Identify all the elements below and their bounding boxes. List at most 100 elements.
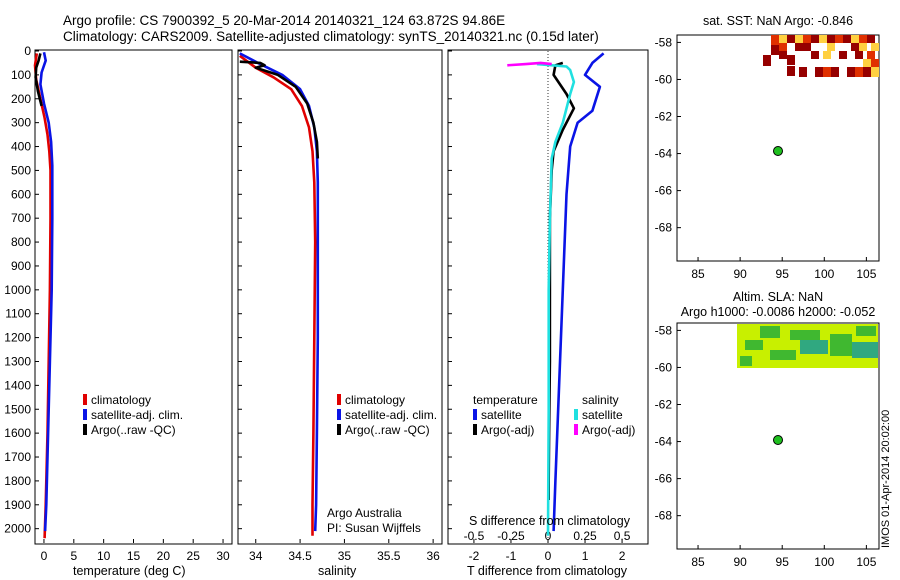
- x-tick-label: -2: [469, 549, 480, 563]
- sst-cell: [827, 43, 835, 51]
- legend-swatch: [574, 424, 578, 435]
- depth-tick-label: 1100: [5, 307, 31, 321]
- sst-cell: [763, 55, 771, 66]
- sst-map-title: sat. SST: NaN Argo: -0.846: [702, 14, 854, 28]
- sst-cell: [867, 35, 875, 43]
- sst-cell: [847, 67, 855, 77]
- x-tick-label: 0: [41, 549, 48, 563]
- depth-tick-label: 1300: [4, 354, 31, 368]
- sla-field: [737, 324, 878, 368]
- sst-cell: [855, 67, 863, 77]
- sst-cell: [823, 67, 831, 77]
- x-tick-label: 25: [187, 549, 201, 563]
- temperature-x-axis: 0 5 10 15 20 25 30: [41, 539, 230, 563]
- temperature-frame: [34, 49, 233, 545]
- sst-axes: 85 90 95 100 105 -58 -60 -62 -64 -66 -68: [655, 35, 877, 281]
- legend-item-argo: Argo(..raw -QC): [83, 423, 183, 438]
- sst-cell: [855, 51, 863, 59]
- depth-tick-label: 500: [11, 163, 31, 177]
- salinity-axis-label: salinity: [318, 564, 357, 578]
- sla-cell: [740, 356, 752, 366]
- sla-cell: [800, 340, 828, 354]
- sla-cell: [856, 326, 876, 336]
- sst-cell: [811, 35, 819, 43]
- series-line-s-argo-adj-: [507, 61, 552, 67]
- map-x-tick-label: 95: [776, 267, 790, 281]
- sla-cell: [770, 350, 796, 360]
- sst-cell: [799, 67, 807, 77]
- sst-cell: [867, 51, 875, 59]
- sst-cell: [863, 67, 871, 77]
- legend-swatch: [337, 409, 341, 420]
- depth-tick-label: 1800: [4, 474, 31, 488]
- map-y-tick-label: -60: [655, 72, 673, 86]
- sla-cell: [852, 342, 878, 358]
- x-tick-label: 2: [619, 549, 626, 563]
- sst-cell: [839, 51, 847, 59]
- sst-map: 85 90 95 100 105 -58 -60 -62 -64 -66 -68: [655, 34, 880, 281]
- depth-tick-label: 700: [11, 211, 31, 225]
- x-tick-label: 5: [70, 549, 77, 563]
- legend-item-s-satellite: satellite: [574, 408, 635, 423]
- legend-item-satellite: satellite-adj. clim.: [337, 408, 437, 423]
- legend-label: satellite: [481, 408, 522, 422]
- x-tick-label: 0: [545, 549, 552, 563]
- legend-swatch: [337, 424, 341, 435]
- depth-tick-label: 1700: [4, 450, 31, 464]
- sla-map: 85 90 95 100 105 -58 -60 -62 -64 -66 -68: [655, 322, 880, 569]
- map-x-tick-label: 105: [856, 267, 876, 281]
- x-tick-label: 35.5: [377, 549, 401, 563]
- s-tick-label: -0.5: [464, 529, 485, 543]
- depth-tick-label: 1200: [4, 331, 31, 345]
- sla-cell: [790, 330, 820, 340]
- legend-swatch: [473, 409, 477, 420]
- difference-legend-temperature: temperature satellite Argo(-adj): [473, 393, 538, 438]
- sst-cell: [779, 43, 787, 51]
- depth-tick-label: 1900: [4, 498, 31, 512]
- salinity-x-axis: 34 34.5 35 35.5 36: [249, 539, 440, 563]
- series-line-s-satellite: [536, 62, 576, 536]
- map-y-tick-label: -62: [655, 398, 673, 412]
- sla-axes: 85 90 95 100 105 -58 -60 -62 -64 -66 -68: [655, 323, 877, 569]
- legend-title-temperature: temperature: [473, 393, 538, 407]
- sst-cell: [831, 67, 839, 77]
- legend-label: Argo(-adj): [481, 423, 535, 437]
- sla-map-title: Altim. SLA: NaN: [732, 290, 824, 304]
- sst-cell: [771, 35, 779, 45]
- s-tick-label: -0.25: [497, 529, 525, 543]
- legend-title-salinity: salinity: [582, 393, 619, 407]
- sst-cell: [859, 43, 867, 51]
- argo-position-marker: [773, 146, 783, 156]
- s-tick-label: 0.5: [614, 529, 631, 543]
- depth-tick-label: 2000: [4, 522, 31, 536]
- sst-cell: [871, 43, 879, 51]
- legend-item-s-argo: Argo(-adj): [574, 423, 635, 438]
- depth-tick-label: 1600: [4, 426, 31, 440]
- sst-cell: [779, 35, 787, 43]
- imos-timestamp: IMOS 01-Apr-2014 20:02:00: [880, 409, 892, 548]
- sla-cell: [830, 334, 852, 356]
- temperature-legend: climatology satellite-adj. clim. Argo(..…: [83, 393, 183, 438]
- series-line-argo-raw-qc-: [34, 53, 43, 107]
- legend-item-argo: Argo(..raw -QC): [337, 423, 437, 438]
- s-difference-axis-label: S difference from climatology: [469, 514, 630, 528]
- sst-cell: [815, 67, 823, 77]
- sla-cell: [760, 326, 780, 338]
- sst-cells: [763, 35, 879, 77]
- difference-legend-salinity: salinity satellite Argo(-adj): [574, 393, 635, 438]
- sst-cell: [859, 35, 867, 43]
- map-x-tick-label: 90: [733, 267, 747, 281]
- map-x-tick-label: 85: [691, 267, 705, 281]
- sst-cell: [863, 59, 871, 67]
- map-y-tick-label: -58: [655, 323, 673, 337]
- series-line-climatology: [239, 54, 317, 536]
- t-difference-axis-label: T difference from climatology: [467, 564, 628, 578]
- s-tick-label: 0: [545, 529, 552, 543]
- map-y-tick-label: -58: [655, 35, 673, 49]
- sst-cell: [823, 51, 831, 59]
- temperature-axis-label: temperature (deg C): [73, 564, 186, 578]
- salinity-series: [239, 52, 320, 536]
- sst-cell: [787, 35, 795, 43]
- salinity-legend: climatology satellite-adj. clim. Argo(..…: [337, 393, 437, 438]
- legend-swatch: [574, 409, 578, 420]
